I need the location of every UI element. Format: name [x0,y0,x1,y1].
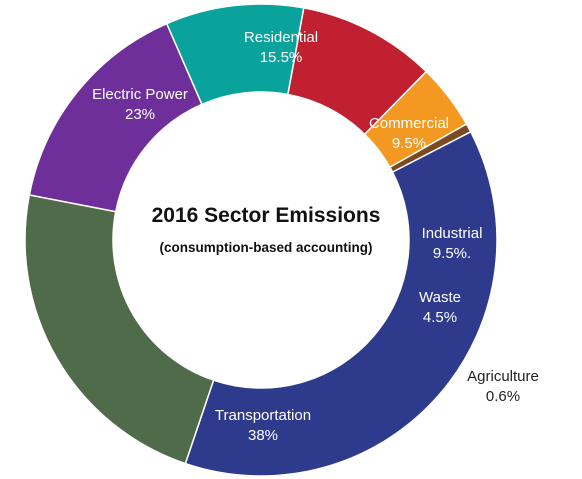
slice-labels: Residential 15.5% Commercial 9.5% Industrial… [92,29,539,444]
slice-label-value: 23% [125,106,155,123]
slice-label-name: Agriculture [467,368,539,385]
slice-label-value: 38% [248,427,278,444]
donut-hole [114,93,408,387]
chart-subtitle: (consumption-based accounting) [159,240,372,255]
slice-label-value: 9.5% [392,135,426,152]
chart-title: 2016 Sector Emissions [152,204,381,227]
slice-label-name: Industrial [422,225,483,242]
slice-label-value: 4.5% [423,309,457,326]
slice-label-name: Commercial [369,115,449,132]
slice-electric-power [24,194,215,465]
donut-slices [24,3,498,477]
slice-label-value: 0.6% [486,388,520,405]
slice-label-name: Waste [419,289,461,306]
slice-label-name: Electric Power [92,86,188,103]
slice-label-value: 15.5% [260,49,303,66]
slice-label-name: Residential [244,29,318,46]
slice-label-name: Transportation [215,407,311,424]
slice-label-value: 9.5%. [433,245,471,262]
slice-transportation [184,130,498,477]
